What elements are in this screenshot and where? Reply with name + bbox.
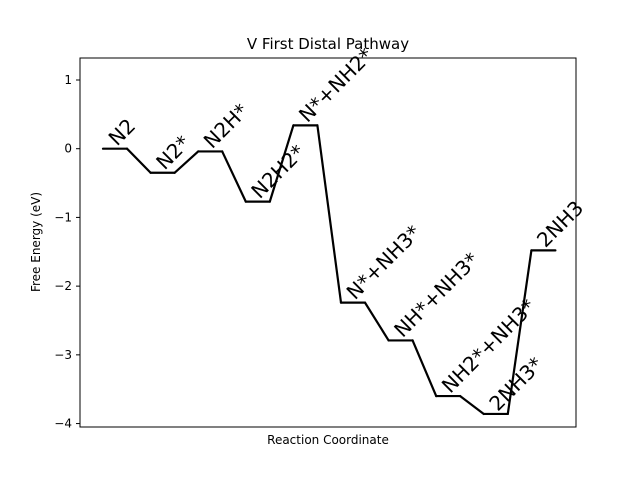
step-label: N*+NH2* [294,43,378,127]
y-tick-label: 1 [64,73,72,87]
y-tick-label: −1 [54,210,72,224]
step-label: NH*+NH3* [389,248,483,342]
connector-line [459,394,485,416]
connector-line [411,339,438,398]
plot-area: N2 N2* N2H*N2H2*N*+NH2*N*+NH3*NH*+NH3*NH2*… [101,43,588,416]
y-tick-label: −2 [54,279,72,293]
step-label: N*+NH3* [342,220,426,304]
y-tick-label: 0 [64,142,72,156]
connector-line [125,147,152,174]
step-label: N2H* [199,99,253,153]
plot-frame [79,57,577,428]
step-label: N2* [151,131,195,175]
y-tick-label: −3 [54,348,72,362]
connector-line [506,249,533,416]
step-label: N2H2* [246,140,309,203]
step-label: 2NH3 [532,196,588,252]
chart-title: V First Distal Pathway [247,35,409,53]
step-label: N2 [104,114,141,151]
connector-line [221,150,247,203]
y-tick-label: −4 [54,417,72,431]
connector-line [363,301,390,342]
connector-line [316,124,343,304]
y-axis-label: Free Energy (eV) [29,192,43,292]
x-axis-label: Reaction Coordinate [267,433,389,447]
y-axis: 1 0 −1 −2 −3 −4 [54,73,80,431]
connector-line [173,150,200,174]
connector-line [268,124,295,203]
